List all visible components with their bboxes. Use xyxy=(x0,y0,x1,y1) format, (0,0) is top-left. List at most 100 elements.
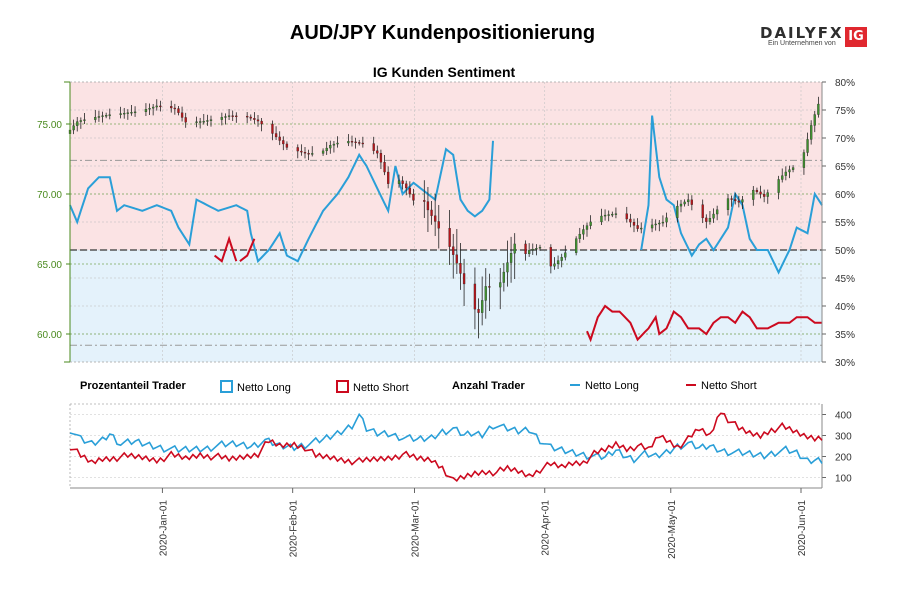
candle-body xyxy=(535,248,538,250)
candle-body xyxy=(462,273,466,285)
candle-body xyxy=(199,121,202,123)
candle-body xyxy=(97,116,101,118)
page-title: AUD/JPY Kundenpositionierung xyxy=(289,22,596,44)
candle-body xyxy=(683,201,686,205)
candle-body xyxy=(585,225,589,230)
candle-body xyxy=(788,169,791,173)
candle-body xyxy=(679,203,683,207)
square-icon xyxy=(220,380,233,393)
candle-body xyxy=(126,112,129,114)
pct-tick-label: 55% xyxy=(835,218,855,229)
candle-body xyxy=(763,194,766,197)
candle-body xyxy=(538,247,542,249)
candle-body xyxy=(455,254,458,264)
candle-body xyxy=(813,114,816,126)
candle-body xyxy=(658,222,661,225)
candle-body xyxy=(531,249,534,251)
candle-body xyxy=(676,205,679,218)
candle-body xyxy=(227,115,231,117)
candle-body xyxy=(806,139,809,153)
candle-body xyxy=(130,112,133,114)
candle-body xyxy=(329,145,332,149)
candle-body xyxy=(195,121,198,123)
candle-body xyxy=(311,153,314,155)
candle-body xyxy=(665,217,668,223)
candle-body xyxy=(123,112,126,115)
candle-body xyxy=(603,214,607,217)
candle-body xyxy=(249,116,252,119)
candle-body xyxy=(708,218,712,222)
candle-body xyxy=(632,221,636,226)
date-tick-label: 2020-Apr-01 xyxy=(541,500,552,556)
candle-body xyxy=(452,246,455,255)
candle-body xyxy=(105,115,108,117)
candle-body xyxy=(459,263,462,274)
count-tick-label: 300 xyxy=(835,432,852,443)
candle-body xyxy=(285,143,289,148)
ig-badge-icon: IG xyxy=(845,27,867,47)
count-tick-label: 200 xyxy=(835,453,852,464)
candle-body xyxy=(488,286,491,288)
candle-body xyxy=(101,115,104,117)
candle-body xyxy=(372,143,375,151)
candle-body xyxy=(397,180,401,184)
candle-body xyxy=(408,187,411,195)
candle-body xyxy=(177,108,180,113)
candle-body xyxy=(481,300,484,313)
candle-body xyxy=(766,192,769,197)
candle-body xyxy=(759,191,762,195)
candle-body xyxy=(307,153,310,155)
date-tick-label: 2020-Mar-01 xyxy=(410,500,421,558)
candle-body xyxy=(303,152,307,154)
candle-body xyxy=(784,171,787,176)
candle-body xyxy=(560,257,563,261)
candle-body xyxy=(332,143,336,146)
candle-body xyxy=(206,120,209,122)
chart-subtitle: IG Kunden Sentiment xyxy=(372,64,516,80)
candle-body xyxy=(354,141,357,144)
candle-body xyxy=(155,105,158,108)
candle-body xyxy=(321,150,325,154)
candle-body xyxy=(430,209,433,216)
net-short-pct-line xyxy=(586,304,822,343)
net-short-pct-line xyxy=(213,235,238,263)
candle-body xyxy=(549,247,552,267)
legend-pct-short: Netto Short xyxy=(336,380,409,394)
candle-body xyxy=(701,204,704,219)
candle-body xyxy=(509,253,513,263)
candle-body xyxy=(253,118,256,120)
candle-body xyxy=(640,227,643,230)
price-tick-label: 60.00 xyxy=(37,330,62,341)
candle-body xyxy=(614,213,618,215)
candle-body xyxy=(401,180,404,184)
candle-body xyxy=(575,238,578,253)
candle-body xyxy=(231,115,234,117)
candle-body xyxy=(376,150,379,154)
candle-body xyxy=(528,250,531,255)
candle-body xyxy=(661,221,665,224)
candle-body xyxy=(274,133,278,138)
candle-body xyxy=(300,150,303,153)
candle-body xyxy=(625,213,628,220)
price-candles xyxy=(68,96,820,339)
candle-body xyxy=(202,121,205,123)
candle-body xyxy=(437,221,440,229)
candle-body xyxy=(600,215,603,223)
candle-body xyxy=(687,199,690,203)
net-short-pct-line xyxy=(239,238,256,262)
candle-body xyxy=(152,106,155,109)
candle-body xyxy=(755,189,759,193)
pct-tick-label: 80% xyxy=(835,78,855,89)
candle-body xyxy=(607,214,610,216)
candle-body xyxy=(224,116,227,118)
candle-body xyxy=(235,115,238,118)
candle-body xyxy=(246,115,249,118)
net-long-pct-line xyxy=(69,140,494,264)
pct-tick-label: 65% xyxy=(835,162,855,173)
candle-body xyxy=(159,105,162,108)
candle-body xyxy=(654,223,657,226)
candle-body xyxy=(582,229,585,235)
candle-body xyxy=(502,271,505,283)
candle-body xyxy=(108,114,111,116)
